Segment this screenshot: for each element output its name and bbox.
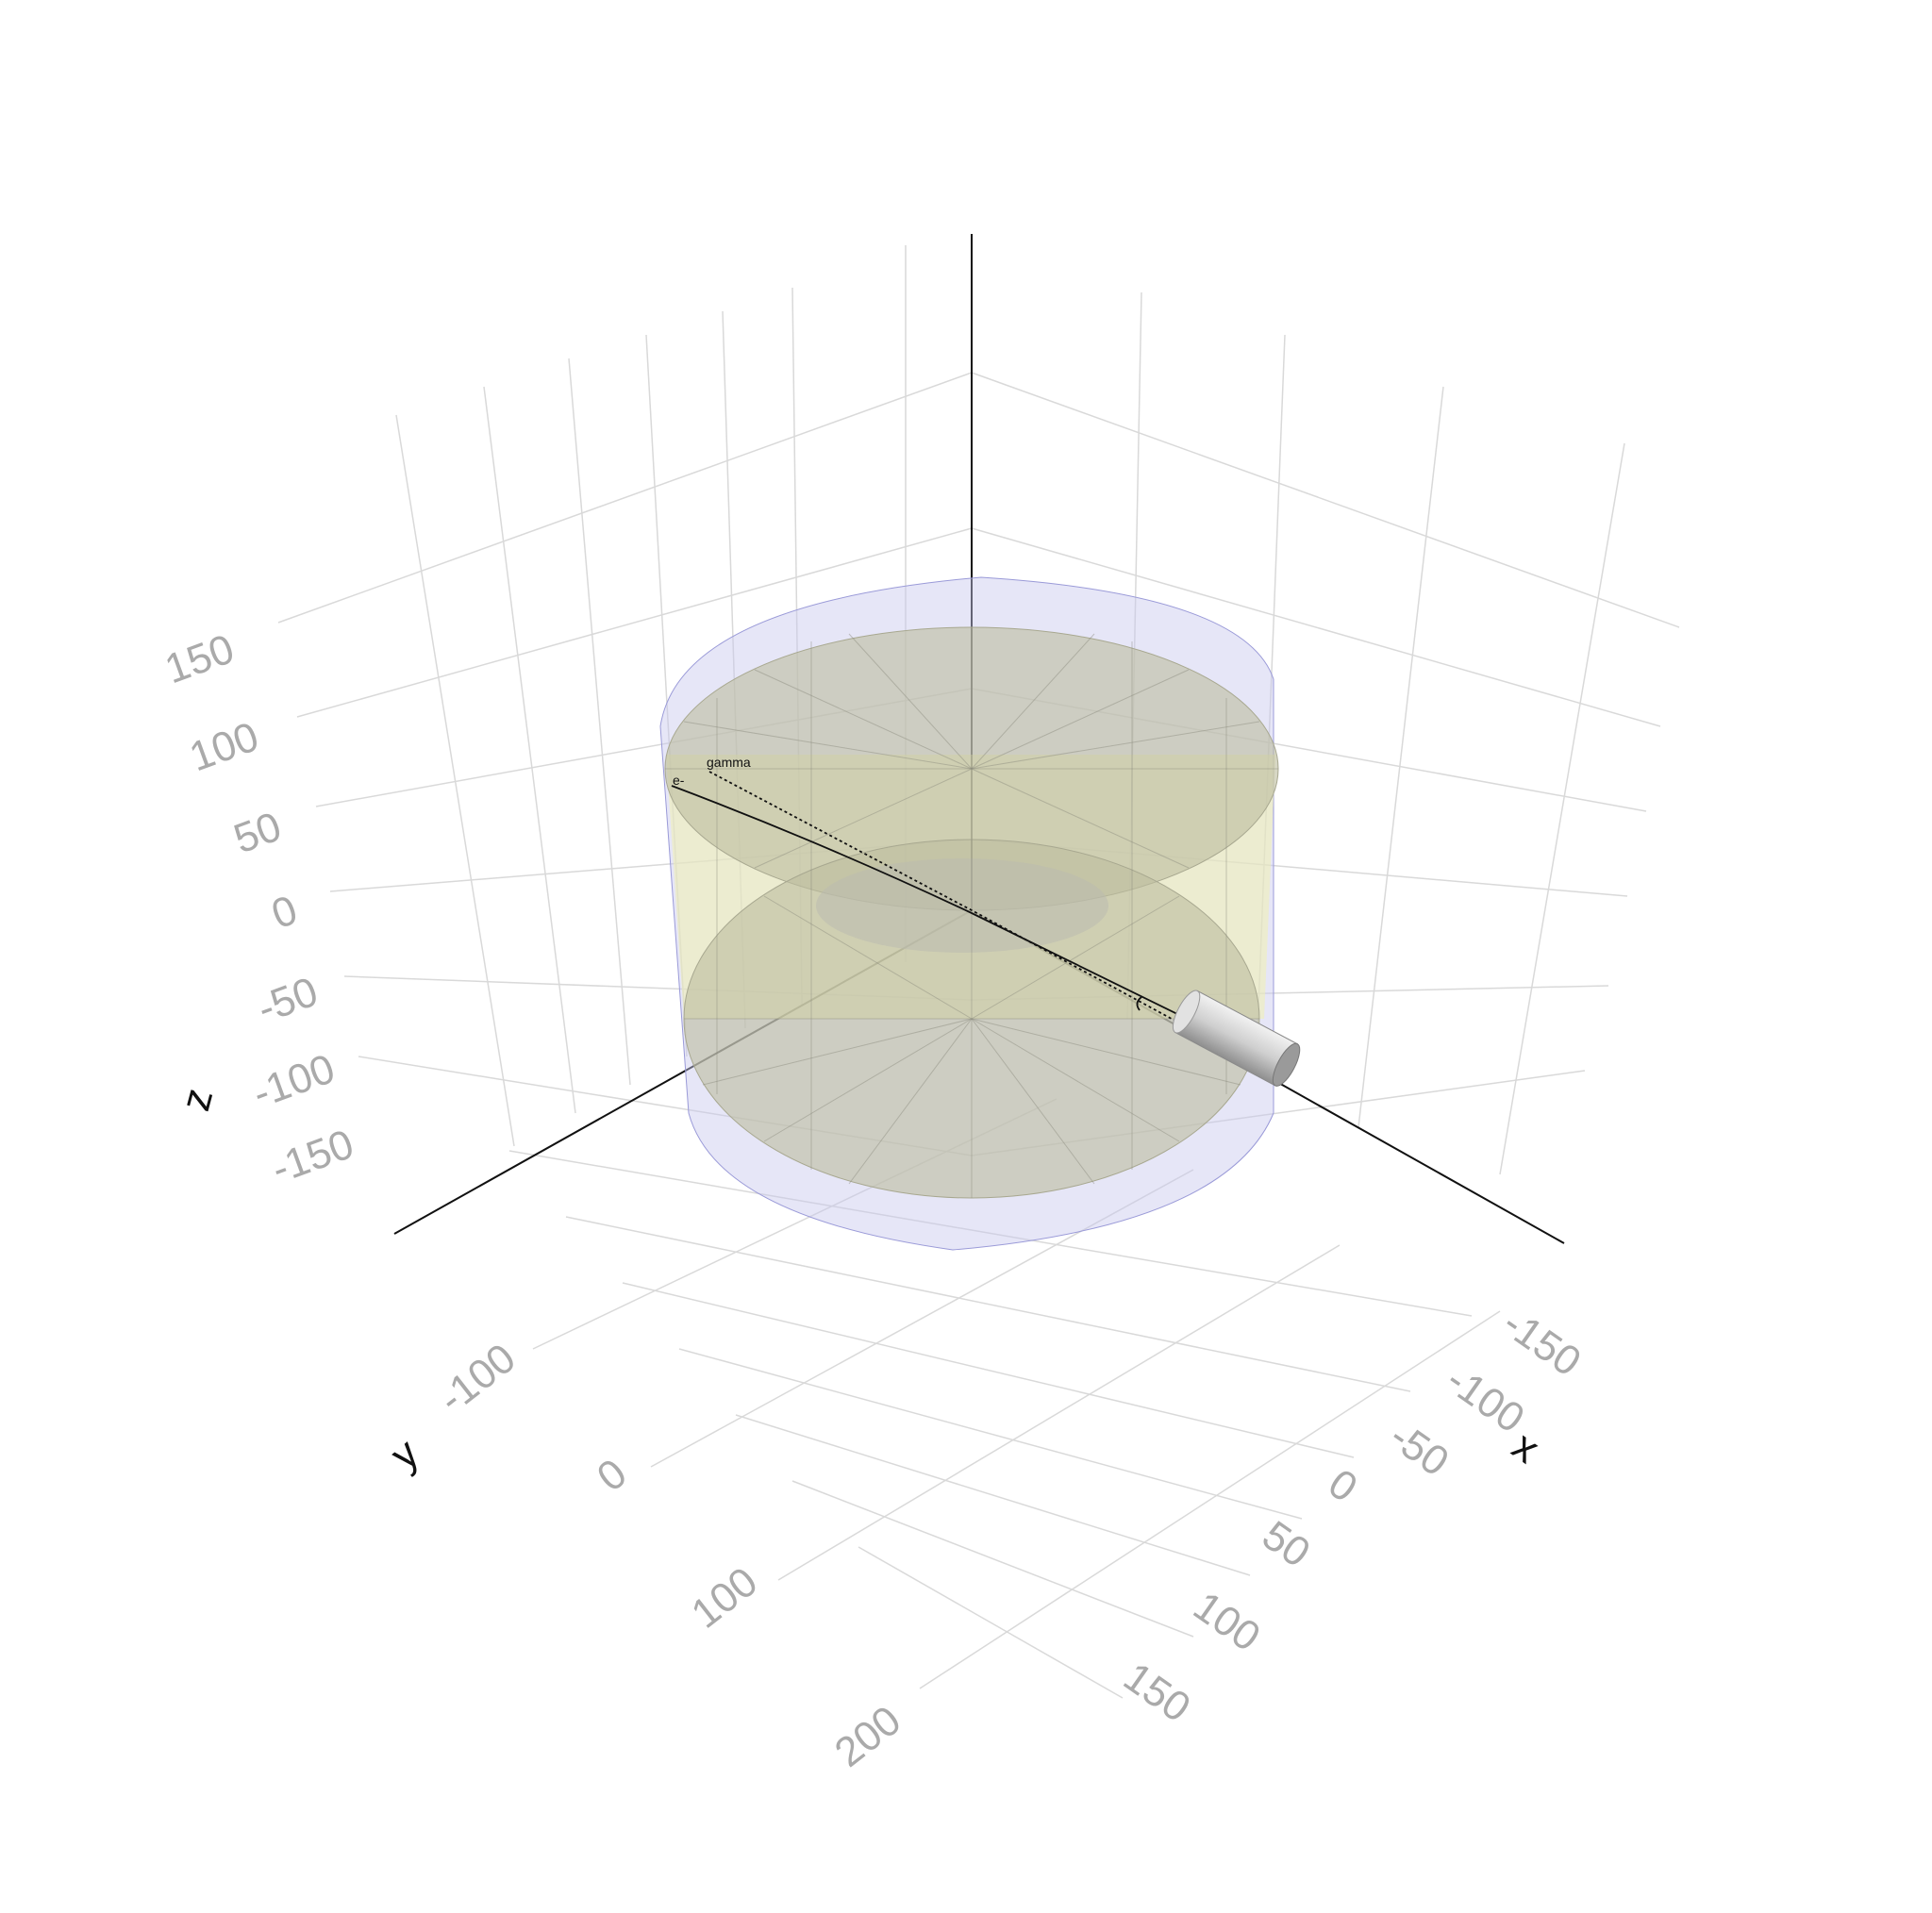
particle-tracks xyxy=(671,771,1274,1062)
y-tick: 100 xyxy=(683,1558,766,1638)
z-tick: 0 xyxy=(266,887,304,938)
x-tick: -50 xyxy=(1381,1413,1457,1486)
y-tick: -100 xyxy=(430,1335,525,1422)
z-tick: 50 xyxy=(228,804,288,863)
x-tick: -150 xyxy=(1494,1300,1589,1386)
z-tick: 100 xyxy=(184,713,265,780)
track-gamma xyxy=(708,771,1204,1037)
bottom-cap xyxy=(683,839,1260,1199)
beam-pipe-cylinder[interactable] xyxy=(1168,987,1305,1090)
z-tick: -150 xyxy=(266,1121,360,1192)
x-tick: 50 xyxy=(1254,1512,1318,1576)
track-curl xyxy=(1136,996,1142,1011)
track-electron xyxy=(671,785,1274,1062)
z-tick: -100 xyxy=(247,1045,341,1117)
track-label-electron: e- xyxy=(673,773,685,788)
y-axis-title: y xyxy=(382,1430,427,1479)
y-tick: 0 xyxy=(589,1450,635,1501)
x-tick: -100 xyxy=(1438,1356,1532,1442)
inner-cylinder-volume[interactable] xyxy=(664,626,1279,1199)
z-tick: 150 xyxy=(159,625,241,692)
track-label-gamma: gamma xyxy=(707,755,751,770)
z-tick-labels: 150 100 50 0 -50 -100 -150 xyxy=(159,625,360,1192)
x-tick: 100 xyxy=(1185,1583,1268,1660)
x-tick: 0 xyxy=(1320,1460,1365,1511)
x-tick: 150 xyxy=(1115,1654,1198,1731)
z-tick: -50 xyxy=(252,969,325,1033)
z-axis-title: z xyxy=(172,1084,222,1116)
y-tick-labels: -100 0 100 200 xyxy=(430,1335,909,1776)
y-tick: 200 xyxy=(826,1697,909,1776)
